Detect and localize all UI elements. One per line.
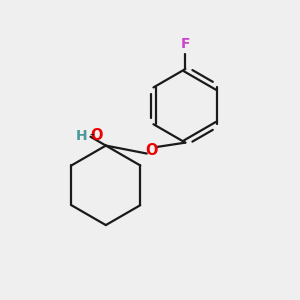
Text: O: O — [145, 143, 158, 158]
Text: O: O — [90, 128, 103, 143]
Text: H: H — [75, 129, 87, 142]
Text: -: - — [89, 129, 94, 142]
Text: F: F — [181, 37, 191, 51]
